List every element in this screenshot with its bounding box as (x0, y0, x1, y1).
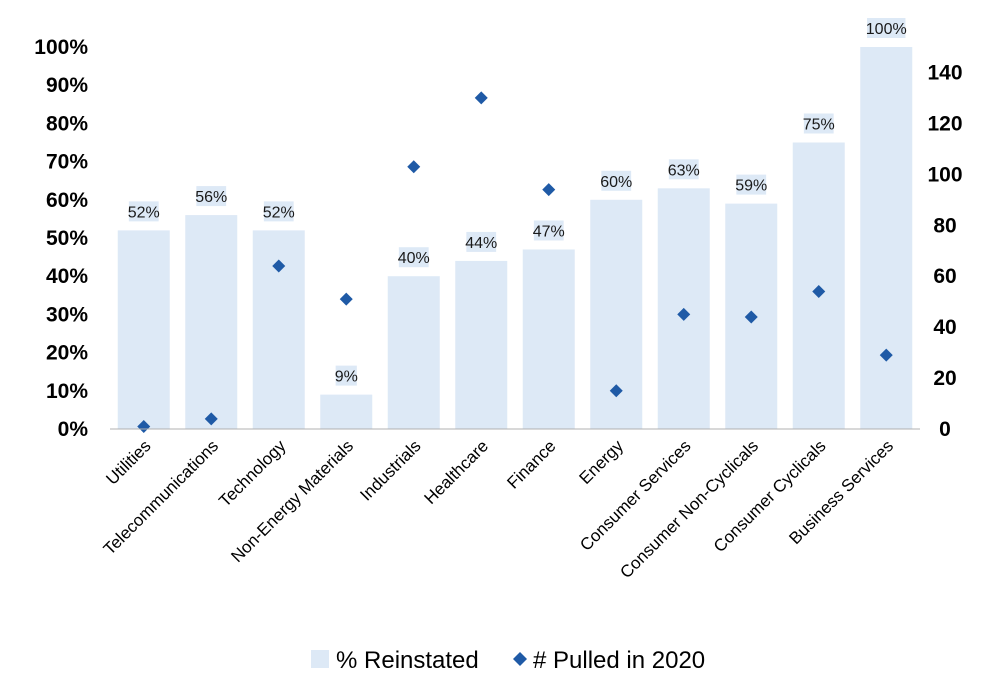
bar-data-label-box (736, 174, 767, 195)
y-left-tick-label: 30% (46, 303, 88, 326)
x-tick-label: Healthcare (421, 436, 493, 508)
y-left-tick-label: 40% (46, 265, 88, 288)
x-axis-ticks: UtilitiesTelecommunicationsTechnologyNon… (100, 436, 897, 582)
x-tick-label: Consumer Cyclicals (710, 436, 830, 556)
scatter-point (204, 412, 218, 426)
bar (860, 47, 913, 429)
scatter-point (609, 384, 623, 398)
x-tick-label: Technology (215, 436, 290, 511)
bar-data-label: 56% (195, 189, 227, 206)
scatter-point (542, 183, 556, 197)
scatter-point (879, 348, 893, 362)
y-left-tick-label: 50% (46, 227, 88, 250)
scatter-point (407, 160, 421, 174)
bar-data-label-box (803, 113, 834, 134)
bar-data-label: 52% (128, 204, 160, 221)
legend-swatch-pulled (513, 652, 527, 666)
bar (117, 230, 170, 429)
y-left-tick-label: 0% (58, 418, 89, 441)
bar-data-label: 40% (398, 250, 430, 267)
legend-label-pulled: # Pulled in 2020 (533, 647, 705, 674)
x-tick-label: Telecommunications (100, 436, 222, 558)
bar (320, 394, 373, 429)
scatter-point (744, 310, 758, 324)
y-right-tick-label: 40 (933, 316, 956, 339)
x-tick-label: Non-Energy Materials (227, 436, 357, 566)
legend-label-reinstated: % Reinstated (336, 647, 479, 674)
bar-data-label-box (263, 201, 294, 222)
bar-data-label: 100% (866, 21, 907, 38)
bar-data-label-box (398, 247, 429, 268)
y-right-tick-label: 100 (927, 163, 962, 186)
y-right-tick-label: 120 (927, 112, 962, 135)
y-left-tick-label: 70% (46, 151, 88, 174)
y-right-tick-label: 0 (939, 418, 951, 441)
scatter-series (137, 91, 893, 433)
bar-data-labels: 52% 56% 52% 9% 40% 44% 47% 60% 63% 59% 75% 100% (128, 18, 907, 386)
scatter-point (812, 284, 826, 298)
x-tick-label: Utilities (102, 436, 154, 488)
bar (455, 260, 508, 429)
y-right-tick-label: 60 (933, 265, 956, 288)
bar (522, 249, 575, 429)
bar-data-label: 59% (735, 178, 767, 195)
y-left-tick-label: 100% (34, 36, 88, 59)
bar-data-label: 9% (335, 369, 358, 386)
bar-data-label-box (533, 220, 564, 241)
legend-swatch-reinstated (311, 650, 329, 668)
bar-data-label: 47% (533, 223, 565, 240)
bar-data-label-box (668, 159, 699, 180)
bar-data-label: 63% (668, 162, 700, 179)
bar (387, 276, 440, 429)
bar-data-label: 75% (803, 117, 835, 134)
y-left-tick-label: 20% (46, 342, 88, 365)
scatter-point (474, 91, 488, 105)
bar-data-label: 60% (600, 174, 632, 191)
scatter-point (339, 292, 353, 306)
y-axis-left: 0% 10% 20% 30% 40% 50% 60% 70% 80% 90% 100% (34, 36, 88, 441)
bar (185, 215, 238, 429)
x-tick-label: Consumer Services (576, 436, 694, 554)
bar-data-label-box (335, 365, 357, 386)
y-left-tick-label: 80% (46, 112, 88, 135)
bar-data-label: 52% (263, 204, 295, 221)
x-tick-label: Energy (576, 436, 628, 488)
y-left-tick-label: 90% (46, 74, 88, 97)
bar-data-label-box (128, 201, 159, 222)
y-left-tick-label: 60% (46, 189, 88, 212)
legend: % Reinstated # Pulled in 2020 (311, 647, 705, 674)
y-right-tick-label: 80 (933, 214, 956, 237)
bar-series (117, 47, 913, 429)
x-tick-label: Industrials (356, 436, 424, 504)
scatter-point (137, 419, 151, 433)
y-axis-right: 0 20 40 60 80 100 120 140 (927, 61, 962, 441)
bar-data-label-box (196, 186, 227, 207)
scatter-point (677, 307, 691, 321)
bar-data-label: 44% (465, 235, 497, 252)
x-tick-label: Consumer Non-Cyclicals (616, 436, 762, 582)
scatter-point (272, 259, 286, 273)
y-right-tick-label: 20 (933, 367, 956, 390)
y-right-tick-label: 140 (927, 61, 962, 84)
x-tick-label: Finance (503, 436, 559, 492)
y-left-tick-label: 10% (46, 380, 88, 403)
bar-data-label-box (601, 170, 632, 191)
bar-data-label-box (867, 18, 906, 38)
bar-data-label-box (466, 231, 497, 252)
